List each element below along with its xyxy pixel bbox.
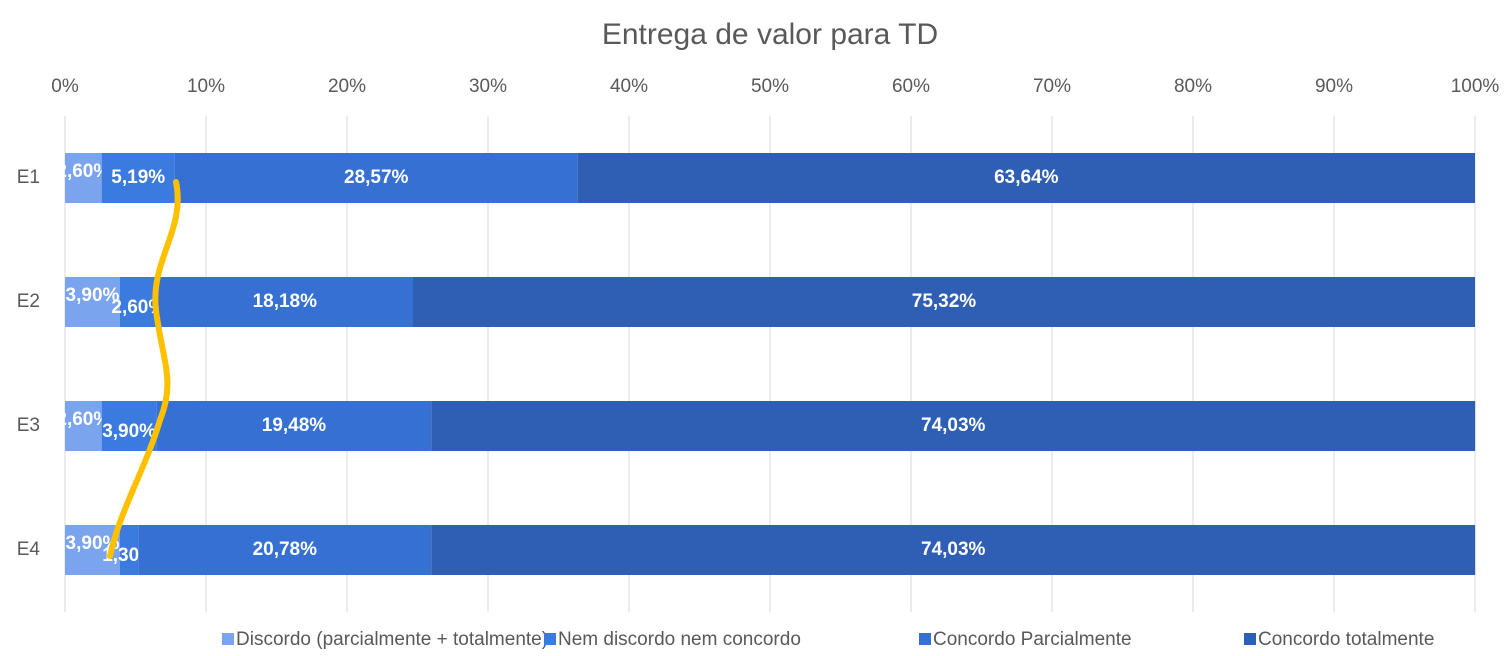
legend-marker (919, 633, 931, 645)
legend-label: Discordo (parcialmente + totalmente) (236, 629, 548, 650)
value-label: 3,90% (102, 421, 156, 442)
value-label: 28,57% (344, 167, 409, 188)
value-label: 18,18% (253, 291, 318, 312)
bar-segment (138, 525, 432, 575)
bar-segment (156, 401, 432, 451)
legend-label: Concordo Parcialmente (933, 629, 1132, 650)
x-tick-label: 70% (1033, 76, 1071, 97)
legend-label: Concordo totalmente (1258, 629, 1434, 650)
chart-title: Entrega de valor para TD (602, 18, 938, 51)
bar-segment (101, 401, 157, 451)
value-label: 63,64% (994, 167, 1059, 188)
y-tick-label: E2 (17, 291, 40, 312)
bar-segment (101, 153, 175, 203)
value-label: 75,32% (912, 291, 977, 312)
annotation-curve (107, 179, 181, 559)
legend-marker (1244, 633, 1256, 645)
value-label: 2,60% (56, 161, 110, 182)
x-tick-label: 50% (751, 76, 789, 97)
bar-segment (431, 401, 1476, 451)
bar-segment (174, 153, 578, 203)
value-label: 2,60% (56, 409, 110, 430)
legend-marker (544, 633, 556, 645)
x-tick-label: 60% (892, 76, 930, 97)
value-label: 74,03% (921, 539, 986, 560)
bar-segment (65, 153, 102, 203)
x-tick-label: 40% (610, 76, 648, 97)
bar-segment (119, 525, 139, 575)
x-tick-label: 0% (51, 76, 79, 97)
x-tick-label: 10% (187, 76, 225, 97)
bar-segment (156, 277, 413, 327)
y-tick-label: E4 (17, 539, 41, 560)
bar-segment (577, 153, 1475, 203)
value-label: 3,90% (66, 533, 120, 554)
value-label: 74,03% (921, 415, 986, 436)
x-tick-label: 20% (328, 76, 366, 97)
bar-segment (65, 401, 102, 451)
legend-marker (222, 633, 234, 645)
bar-segment (65, 277, 120, 327)
value-label: 3,90% (66, 285, 120, 306)
value-label: 2,60% (111, 297, 165, 318)
x-tick-label: 30% (469, 76, 507, 97)
x-tick-label: 90% (1315, 76, 1353, 97)
value-label: 19,48% (262, 415, 327, 436)
x-tick-label: 100% (1451, 76, 1500, 97)
x-tick-label: 80% (1174, 76, 1212, 97)
y-tick-label: E1 (17, 167, 40, 188)
plot: 0% 10% 20% 30% 40% 50% 60% 70% 80% 90% 100% E1 2,60%… (17, 76, 1500, 650)
bar-segment (412, 277, 1475, 327)
legend-label: Nem discordo nem concordo (558, 629, 801, 650)
value-label: 5,19% (111, 167, 165, 188)
bar-segment (431, 525, 1476, 575)
y-tick-label: E3 (17, 415, 40, 436)
value-label: 20,78% (253, 539, 318, 560)
bar-segment (119, 277, 157, 327)
